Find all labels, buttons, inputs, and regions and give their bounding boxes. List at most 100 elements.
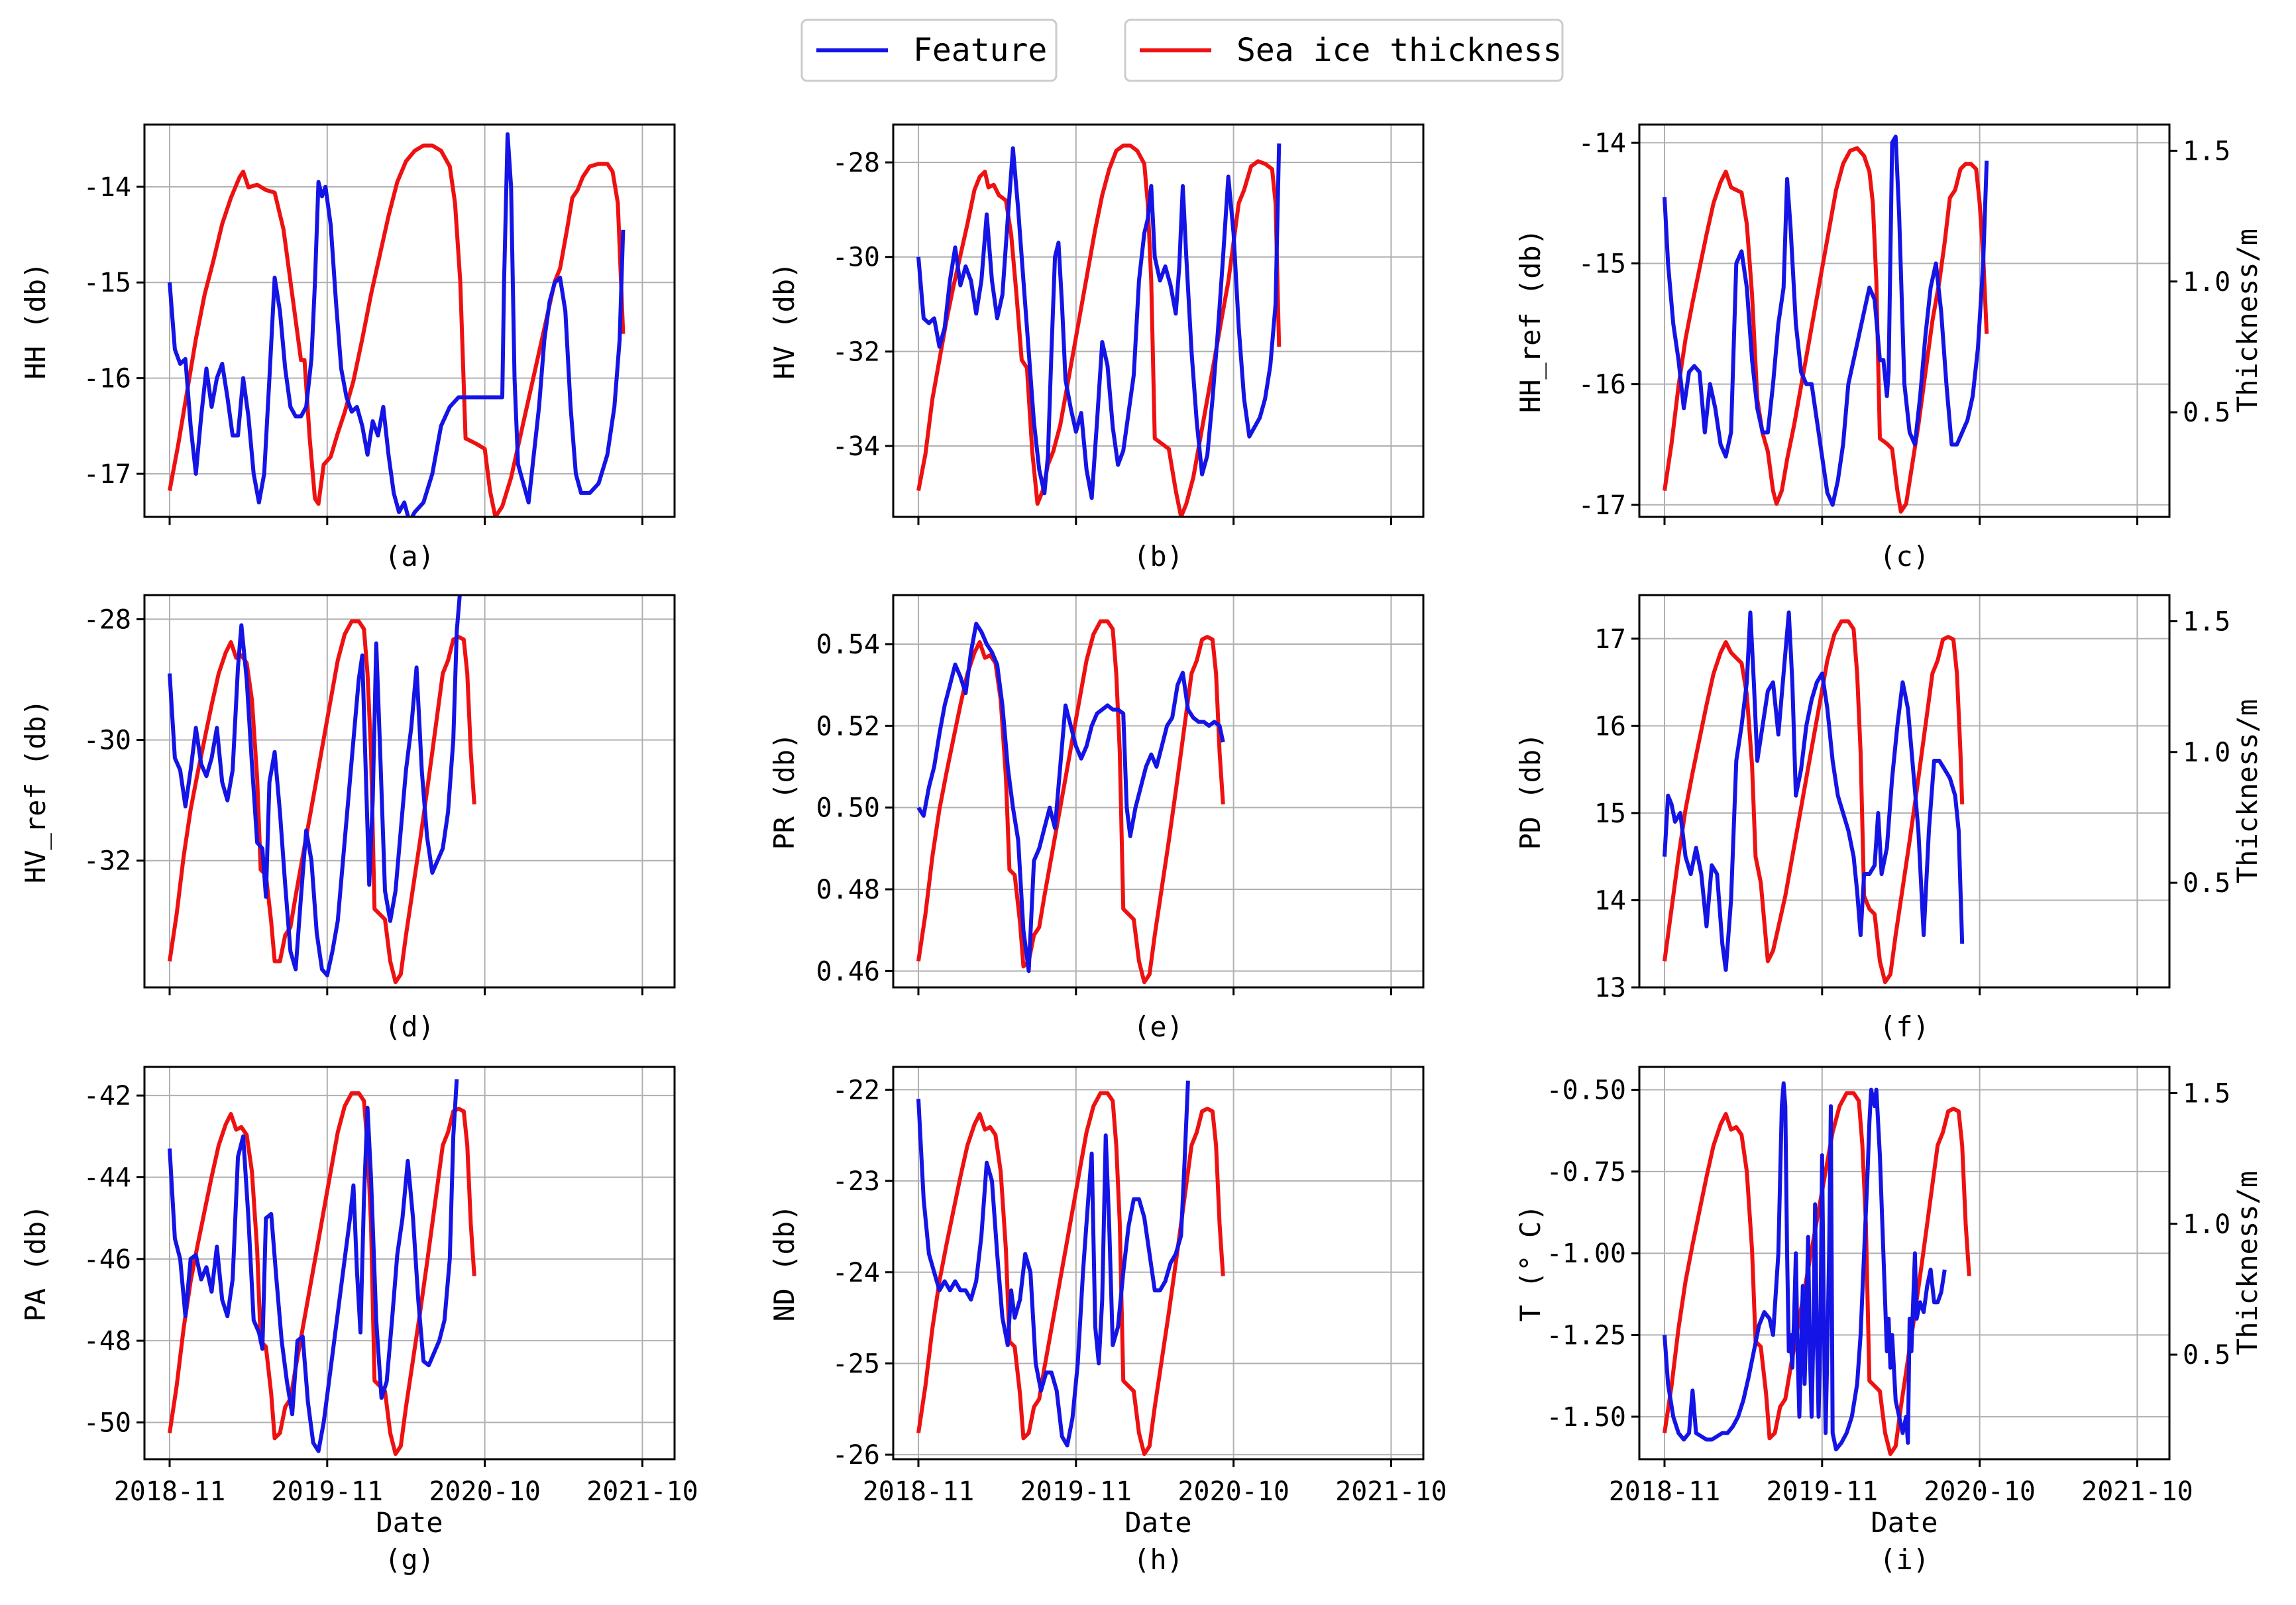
gridlines (144, 125, 675, 517)
y-tick-label: -48 (83, 1326, 131, 1356)
series-line-feature (168, 1079, 459, 1453)
y-tick-label: -28 (832, 148, 880, 178)
series-line-thickness (1663, 1091, 1971, 1457)
axes-frame (892, 594, 1425, 989)
x-axis-label: Date (1871, 1506, 1938, 1539)
y2-tick-label: 0.5 (2183, 868, 2230, 899)
y-axis-label: HV (db) (768, 262, 800, 379)
panel-h: -26 -25 -24 -23 -22 2018-11 2019-11 2020-10 2021… (768, 1066, 1447, 1576)
series-line-feature (168, 595, 462, 977)
x-tick-label: 2020-10 (1924, 1476, 2036, 1507)
series-line-feature (916, 622, 1225, 973)
panel-f: 13 14 15 16 17 0.5 1.0 1.5 Thickness/m PD (db) (f) (1514, 594, 2264, 1043)
panel-caption: (g) (384, 1543, 435, 1576)
y-tick-label: -0.75 (1547, 1157, 1626, 1188)
gridlines (893, 125, 1423, 517)
panel-caption: (d) (384, 1011, 435, 1043)
panel-d: -32 -30 -28 HV_ref (db) (d) (19, 594, 676, 1043)
gridlines (893, 1067, 1423, 1459)
y2-tick-label: 1.5 (2183, 136, 2230, 166)
y-axis-label: PD (db) (1514, 732, 1547, 850)
gridlines (893, 595, 1423, 987)
y2-tick-label: 0.5 (2183, 1340, 2230, 1370)
y-tick-label: -17 (1578, 490, 1626, 521)
x-tick-label: 2019-11 (272, 1476, 384, 1507)
x-tick-label: 2018-11 (863, 1476, 975, 1507)
panel-caption: (f) (1879, 1011, 1930, 1043)
y-tick-label: -22 (832, 1075, 880, 1105)
y-tick-label: -42 (83, 1081, 131, 1111)
x-tick-label: 2020-10 (429, 1476, 541, 1507)
y2-tick-label: 1.0 (2183, 267, 2230, 298)
y-tick-label: -15 (83, 268, 131, 298)
legend: Feature Sea ice thickness (800, 19, 1564, 82)
y-tick-label: -16 (1578, 370, 1626, 400)
axes-frame (1638, 1066, 2171, 1461)
y-tick-label: -46 (83, 1245, 131, 1275)
series-line-feature (916, 1080, 1190, 1448)
series-line-thickness (916, 143, 1282, 517)
y-tick-label: 0.52 (816, 711, 880, 742)
y2-tick-label: 1.5 (2183, 1078, 2230, 1109)
y-axis-label: PR (db) (768, 732, 800, 850)
x-tick-label: 2019-11 (1020, 1476, 1132, 1507)
axes-frame (143, 594, 676, 989)
panel-caption: (a) (384, 540, 435, 573)
y-axis-label: T (° C) (1514, 1204, 1547, 1321)
y-tick-label: -28 (83, 604, 131, 635)
panel-caption: (h) (1133, 1543, 1183, 1576)
y-tick-label: -15 (1578, 249, 1626, 279)
panel-g: -50 -48 -46 -44 -42 2018-11 2019-11 2020-10 2021… (19, 1066, 698, 1576)
y2-axis-label: Thickness/m (2231, 229, 2264, 413)
y-tick-label: -0.50 (1547, 1076, 1626, 1106)
y-tick-label: -17 (83, 459, 131, 490)
panel-b: -34 -32 -30 -28 HV (db) (b) (768, 123, 1425, 573)
axes-frame (1638, 123, 2171, 518)
y-tick-label: -32 (83, 846, 131, 877)
panel-caption: (e) (1133, 1011, 1183, 1043)
x-tick-label: 2018-11 (114, 1476, 226, 1507)
legend-label-feature: Feature (913, 32, 1047, 69)
y-tick-label: 13 (1594, 973, 1626, 1003)
y-tick-label: 16 (1594, 711, 1626, 742)
y-axis-label: HH (db) (19, 262, 52, 379)
y-tick-label: -26 (832, 1440, 880, 1470)
y-tick-label: 0.54 (816, 630, 880, 660)
x-axis-label: Date (376, 1506, 443, 1539)
legend-box-thickness (1124, 19, 1564, 82)
x-tick-label: 2019-11 (1767, 1476, 1879, 1507)
y-tick-label: -1.00 (1547, 1239, 1626, 1269)
series-line-thickness (168, 143, 626, 517)
y-tick-label: -25 (832, 1349, 880, 1379)
y-axis-label: HV_ref (db) (19, 699, 52, 883)
y2-tick-label: 1.0 (2183, 1209, 2230, 1240)
y-tick-label: 0.50 (816, 793, 880, 824)
y-tick-label: 0.46 (816, 956, 880, 987)
y-tick-label: 17 (1594, 624, 1626, 655)
x-axis-label: Date (1124, 1506, 1191, 1539)
y2-axis-label: Thickness/m (2231, 699, 2264, 883)
x-tick-label: 2021-10 (586, 1476, 698, 1507)
y-tick-label: 14 (1594, 885, 1626, 916)
y-tick-label: -23 (832, 1166, 880, 1197)
panel-c: -17 -16 -15 -14 0.5 1.0 1.5 Thickness/m HH_ref (… (1514, 123, 2264, 573)
series-line-thickness (168, 1091, 476, 1457)
x-tick-label: 2021-10 (1335, 1476, 1447, 1507)
legend-label-thickness: Sea ice thickness (1236, 32, 1562, 69)
y-tick-label: -24 (832, 1258, 880, 1288)
series-line-feature (1663, 135, 1989, 507)
y-axis-label: PA (db) (19, 1204, 52, 1321)
axes-frame (892, 123, 1425, 518)
y-tick-label: -34 (832, 431, 880, 462)
series-line-feature (1663, 1081, 1947, 1452)
axes-frame (143, 1066, 676, 1461)
y-tick-label: -14 (1578, 128, 1626, 158)
y-tick-label: -30 (832, 243, 880, 273)
series-line-thickness (916, 1091, 1225, 1457)
y-axis-label: HH_ref (db) (1514, 229, 1547, 413)
y-tick-label: -1.50 (1547, 1402, 1626, 1433)
panel-caption: (i) (1879, 1543, 1930, 1576)
y2-tick-label: 0.5 (2183, 398, 2230, 428)
series-line-thickness (168, 619, 476, 985)
panel-i: -1.50 -1.25 -1.00 -0.75 -0.50 0.5 1.0 1.5 Thickn… (1514, 1066, 2264, 1576)
